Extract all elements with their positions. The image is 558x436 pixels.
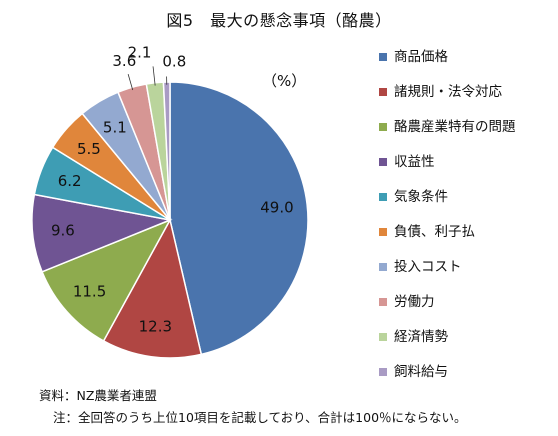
pie-slice-1 <box>169 81 309 356</box>
legend-swatch <box>379 193 387 201</box>
legend-swatch <box>379 333 387 341</box>
legend-label: 労働力 <box>394 294 435 310</box>
legend-label: 負債、利子払 <box>394 224 475 240</box>
footnote: 注：全回答のうち上位10項目を記載しており、合計は100％にならない。 <box>53 410 467 425</box>
legend-swatch <box>379 123 387 131</box>
pie-slice-2 <box>102 217 203 359</box>
leader-line-9 <box>152 66 156 86</box>
legend-label: 酪農産業特有の問題 <box>394 119 516 135</box>
legend-swatch <box>379 368 387 376</box>
source-note: 資料：NZ農業者連盟 <box>39 388 157 403</box>
data-label-10: 0.8 <box>162 52 186 70</box>
legend-label: 投入コスト <box>394 259 462 275</box>
legend-swatch <box>379 298 387 306</box>
legend-swatch <box>379 228 387 236</box>
data-label-9: 2.1 <box>128 44 152 62</box>
data-label-6: 5.5 <box>77 140 101 158</box>
pie-slice-3 <box>41 218 172 342</box>
data-label-8: 3.6 <box>112 52 136 70</box>
data-label-2: 12.3 <box>139 318 172 336</box>
unit-label: （%） <box>262 72 307 90</box>
data-label-7: 5.1 <box>103 119 127 137</box>
legend-label: 気象条件 <box>394 189 448 205</box>
legend-swatch <box>379 53 387 61</box>
legend-label: 飼料給与 <box>394 364 448 380</box>
legend-swatch <box>379 263 387 271</box>
legend-label: 商品価格 <box>394 49 448 65</box>
legend-swatch <box>379 88 387 96</box>
data-label-5: 6.2 <box>58 172 82 190</box>
legend-label: 経済情勢 <box>394 329 448 345</box>
chart-title: 図5 最大の懸念事項（酪農） <box>166 11 392 30</box>
legend-label: 収益性 <box>394 154 435 170</box>
data-label-3: 11.5 <box>73 283 106 301</box>
legend-label: 諸規則・法令対応 <box>394 84 502 100</box>
leader-line-8 <box>127 73 134 91</box>
legend-swatch <box>379 158 387 166</box>
data-label-1: 49.0 <box>260 199 293 217</box>
data-label-4: 9.6 <box>51 222 75 240</box>
